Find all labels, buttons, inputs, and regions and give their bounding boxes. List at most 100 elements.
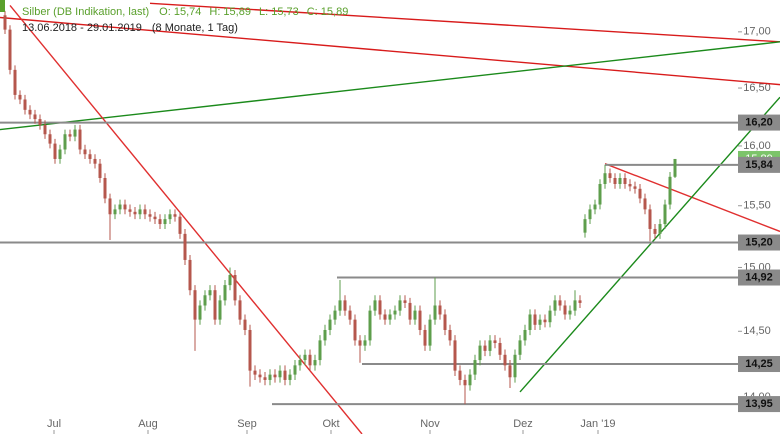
candle-body [358, 340, 362, 346]
candle-body [148, 214, 152, 217]
candle-body [68, 134, 72, 137]
candle-body [353, 319, 357, 341]
candle-body [243, 319, 247, 330]
y-tick-label: 16,00 [743, 140, 771, 152]
candle-body [588, 209, 592, 220]
candle-body [53, 143, 57, 159]
candle-body [318, 340, 322, 361]
candle-body [453, 340, 457, 371]
icon [0, 0, 5, 12]
candle-body [598, 183, 602, 205]
candle-body [508, 365, 512, 378]
candle-body [43, 124, 47, 135]
candle-body [203, 295, 207, 306]
candle-body [388, 314, 392, 320]
chart-title: Silber (DB Indikation, last) [22, 6, 149, 18]
candle-body [123, 204, 127, 210]
candle-body [108, 198, 112, 215]
candle-body [458, 370, 462, 380]
candle-body [563, 305, 567, 315]
x-tick-label: Okt [322, 418, 339, 430]
candle-body [398, 300, 402, 311]
candle-body [498, 343, 502, 355]
level-box [738, 234, 780, 251]
candle-body [163, 219, 167, 225]
candle-body [618, 178, 622, 184]
candle-body [158, 219, 162, 225]
level-box [738, 269, 780, 286]
candle-body [143, 209, 147, 215]
candle-body [553, 300, 557, 311]
candle-body [313, 360, 317, 366]
candle-body [258, 374, 262, 378]
candle-body [343, 300, 347, 311]
candle-body [528, 314, 532, 330]
candle-body [433, 305, 437, 320]
candle-body [63, 134, 67, 150]
candle-body [228, 275, 232, 286]
candle-body [408, 302, 412, 320]
candle-body [533, 314, 537, 325]
candle-body [463, 379, 467, 386]
level-box [738, 356, 780, 373]
level-box [738, 156, 780, 173]
candle-body [518, 340, 522, 355]
candle-body [253, 370, 257, 375]
trend-line [9, 5, 363, 434]
candle-body [48, 134, 52, 144]
candle-body [263, 377, 267, 380]
candle-body [73, 129, 77, 137]
level-label: 13,95 [745, 398, 773, 410]
candle-body [513, 354, 517, 378]
candle-body [328, 319, 332, 330]
candle-body [623, 178, 627, 184]
candle-body [93, 158, 97, 164]
candle-body [403, 300, 407, 303]
candle-body [213, 290, 217, 320]
candle-body [173, 214, 177, 217]
candle-body [38, 119, 42, 125]
candle-body [23, 99, 27, 110]
candle-body [558, 300, 562, 306]
candle-body [303, 354, 307, 361]
candle-body [448, 329, 452, 341]
candle-body [638, 188, 642, 199]
candle-body [523, 329, 527, 341]
candle-body [223, 285, 227, 301]
trend-line [149, 2, 780, 43]
candle-body [383, 314, 387, 320]
level-label: 15,84 [745, 159, 773, 171]
candle-body [603, 173, 607, 184]
x-tick-label: Aug [138, 418, 158, 430]
candle-body [643, 198, 647, 210]
candle-body [418, 310, 422, 330]
trend-line [519, 96, 780, 393]
level-box [738, 114, 780, 131]
candle-body [78, 129, 82, 150]
candle-body [238, 300, 242, 320]
candle-body [548, 310, 552, 323]
y-tick-label: 15,50 [743, 200, 771, 212]
candle-body [573, 300, 577, 311]
candle-body [198, 305, 202, 320]
candle-body [503, 354, 507, 366]
candle-body [288, 374, 292, 380]
candle-body [128, 209, 132, 212]
candle-body [443, 314, 447, 330]
candle-body [98, 163, 102, 179]
candle-body [438, 305, 442, 315]
candle-body [658, 224, 662, 234]
candle-body [278, 370, 282, 378]
candle-body [193, 290, 197, 320]
candle-body [568, 310, 572, 315]
x-tick-label: Jul [47, 418, 61, 430]
y-tick-label: 16,50 [743, 82, 771, 94]
x-tick-label: Nov [420, 418, 440, 430]
header: Silber (DB Indikation, last) 13.06.2018 … [0, 0, 348, 34]
candle-body [493, 340, 497, 344]
candle-body [188, 259, 192, 291]
candle-body [18, 94, 22, 100]
candle-body [153, 216, 157, 220]
candle-body [88, 154, 92, 159]
